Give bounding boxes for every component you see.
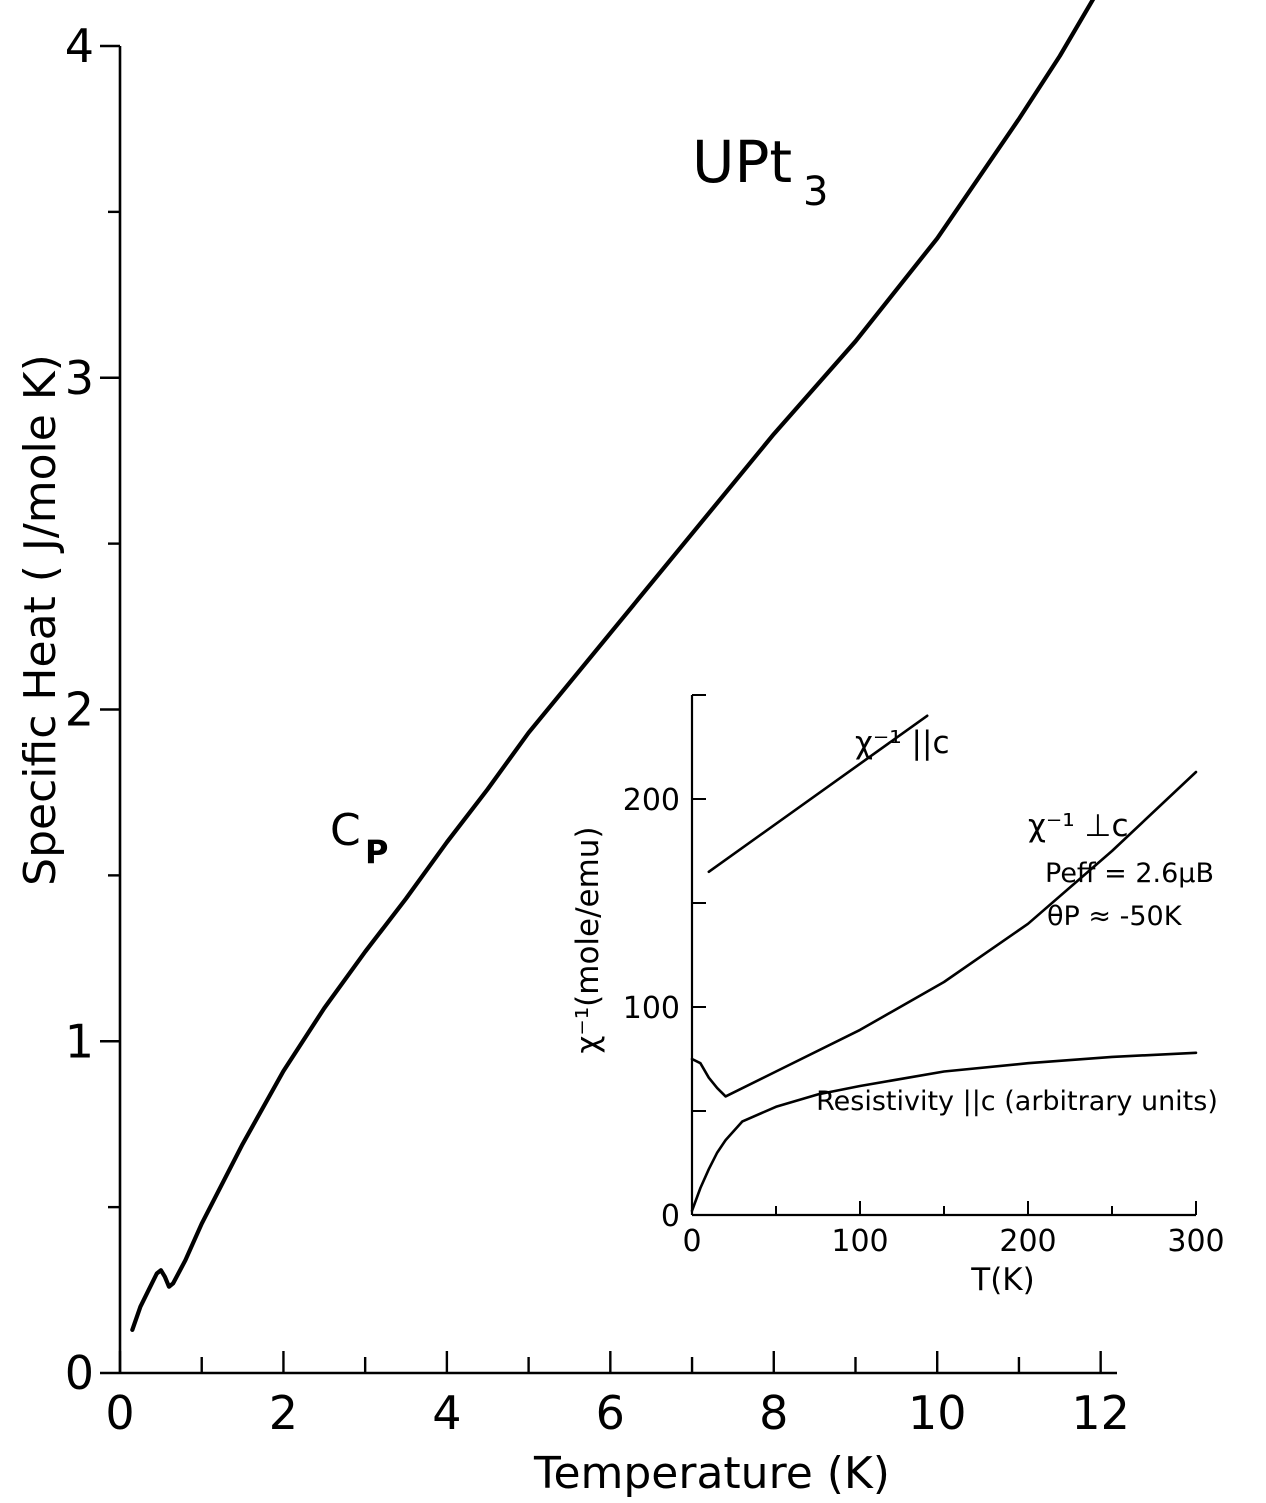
inset-x-tick-label: 300 xyxy=(1167,1224,1224,1259)
chart-title: UPt xyxy=(692,128,792,196)
chart-title-subscript: 3 xyxy=(803,169,828,215)
main-y-tick-label: 1 xyxy=(65,1014,94,1068)
series-label-cp-subscript: P xyxy=(365,833,388,871)
label-chi-parallel: χ⁻¹ ||c xyxy=(855,725,949,761)
main-x-tick-label: 10 xyxy=(908,1386,967,1440)
inset-x-tick-label: 200 xyxy=(999,1224,1056,1259)
inset-y-tick-label: 100 xyxy=(623,991,680,1026)
series-line-chi-parallel xyxy=(707,714,929,874)
main-x-ticks: 0 2 4 6 8 10 12 xyxy=(105,1351,1130,1440)
inset-axes xyxy=(690,695,1196,1217)
main-x-tick-label: 8 xyxy=(759,1386,788,1440)
inset-x-axis-label: T(K) xyxy=(970,1262,1034,1298)
main-y-tick-label: 3 xyxy=(65,351,94,405)
series-label-cp: C xyxy=(330,805,361,856)
label-chi-perp: χ⁻¹ ⊥c xyxy=(1028,808,1129,844)
main-x-tick-label: 2 xyxy=(269,1386,298,1440)
main-series-group xyxy=(130,0,1096,1332)
inset-y-axis-label: χ⁻¹(mole/emu) xyxy=(570,826,606,1053)
main-y-tick-label: 4 xyxy=(65,19,94,73)
main-x-axis-label: Temperature (K) xyxy=(533,1448,890,1499)
annotation-theta: θP ≈ -50K xyxy=(1047,901,1183,932)
main-x-tick-label: 6 xyxy=(596,1386,625,1440)
inset-x-tick-label: 0 xyxy=(682,1224,701,1259)
main-x-tick-label: 12 xyxy=(1071,1386,1130,1440)
main-y-axis-label: Specific Heat ( J/mole K) xyxy=(15,354,66,886)
main-y-ticks: 0 1 2 3 4 xyxy=(65,19,120,1400)
label-resistivity: Resistivity ||c (arbitrary units) xyxy=(816,1086,1218,1117)
inset-y-tick-label: 200 xyxy=(623,783,680,818)
inset-y-ticks: 0 100 200 xyxy=(623,694,706,1234)
main-axes xyxy=(118,46,1117,1375)
main-x-tick-label: 4 xyxy=(432,1386,461,1440)
inset-y-tick-label: 0 xyxy=(661,1199,680,1234)
inset-series-group xyxy=(690,714,1198,1213)
series-line-cp xyxy=(130,0,1096,1332)
inset-x-tick-label: 100 xyxy=(831,1224,888,1259)
main-x-tick-label: 0 xyxy=(105,1386,134,1440)
annotation-peff: Peff = 2.6μB xyxy=(1045,858,1214,889)
series-line-chi-perp xyxy=(690,770,1198,1098)
main-y-tick-label: 0 xyxy=(65,1346,94,1400)
series-line-resistivity xyxy=(690,1051,1198,1213)
inset-x-ticks: 0 100 200 300 xyxy=(682,1201,1225,1259)
main-y-tick-label: 2 xyxy=(65,683,94,737)
